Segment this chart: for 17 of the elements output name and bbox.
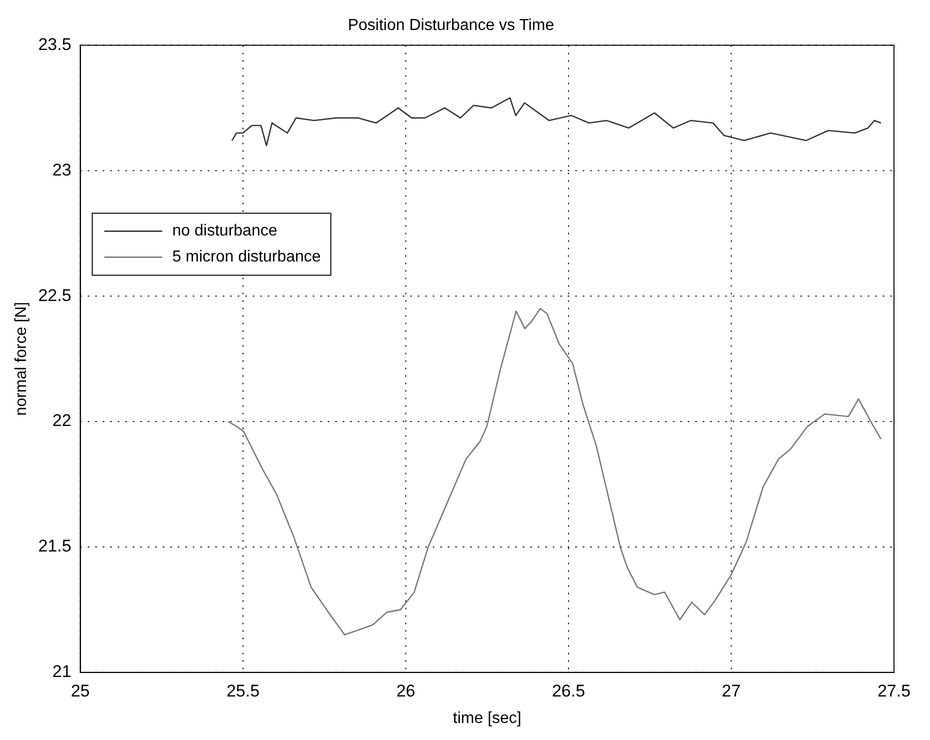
x-tick-label: 27.5 [877,681,911,700]
x-tick-label: 26.5 [552,681,586,700]
x-tick-label: 26 [396,681,416,700]
x-tick-label: 27 [722,681,741,700]
legend-label: no disturbance [172,222,278,240]
x-tick-label: 25.5 [226,681,260,700]
x-tick-label: 25 [70,681,90,700]
y-tick-label: 21.5 [38,536,72,556]
y-tick-label: 22 [52,411,72,430]
y-tick-label: 23 [52,160,72,180]
x-axis-title: time [sec] [452,710,522,727]
chart-title: Position Disturbance vs Time [348,17,554,34]
y-tick-label: 23.5 [38,34,72,54]
y-tick-label: 21 [52,662,72,682]
legend-label: 5 micron disturbance [172,248,321,266]
y-tick-label: 22.5 [38,286,72,305]
y-axis-title: normal force [N] [13,302,30,416]
